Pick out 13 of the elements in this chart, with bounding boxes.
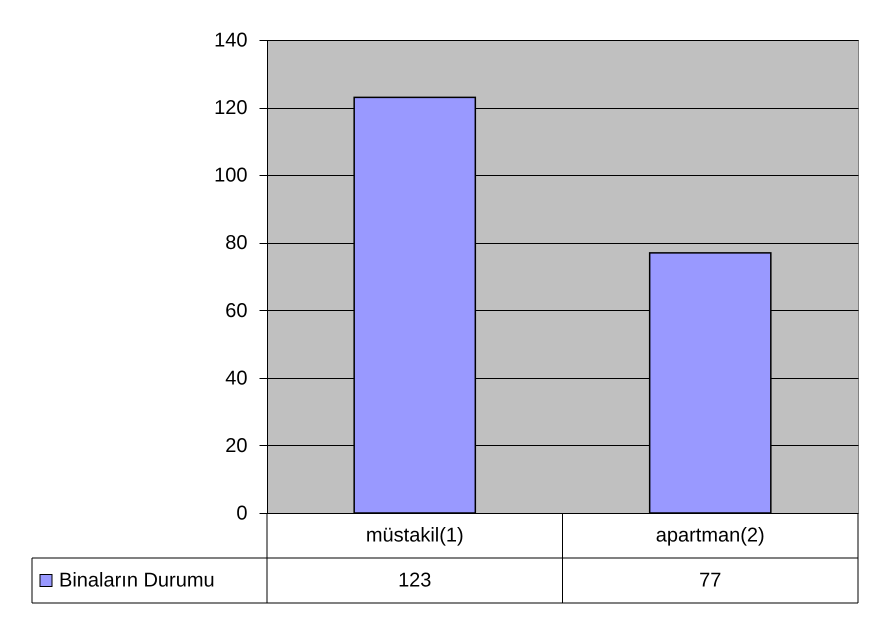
y-tick-label: 20 — [225, 434, 248, 457]
x-tick-label: apartman(2) — [656, 524, 765, 546]
legend-label: Binaların Durumu — [59, 570, 215, 592]
data-label: 123 — [398, 570, 432, 592]
y-tick-label: 40 — [225, 367, 248, 390]
x-tick-label: müstakil(1) — [366, 524, 464, 546]
y-tick-label: 100 — [214, 164, 248, 187]
data-label: 77 — [699, 570, 722, 592]
y-tick-label: 120 — [214, 97, 248, 120]
y-tick-label: 80 — [225, 232, 248, 254]
y-tick-label: 140 — [214, 30, 248, 52]
y-tick-label: 60 — [225, 300, 248, 322]
y-tick-label: 0 — [236, 502, 248, 524]
